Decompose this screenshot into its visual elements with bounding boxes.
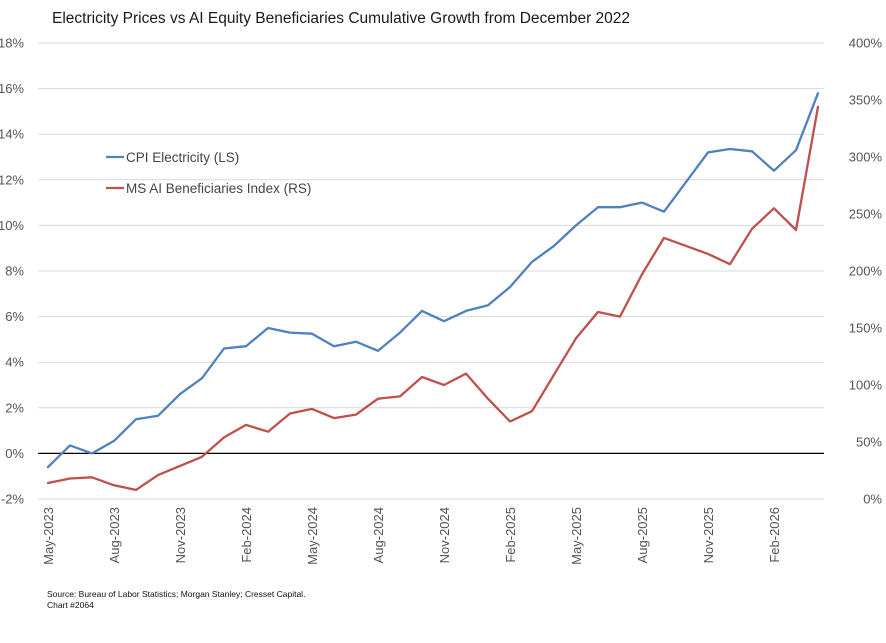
legend-label: CPI Electricity (LS): [126, 150, 239, 165]
x-tick-label: Feb-2025: [503, 507, 518, 563]
chart-title: Electricity Prices vs AI Equity Benefici…: [52, 10, 631, 27]
y-left-tick-label: 10%: [0, 218, 24, 233]
y-right-tick-label: 300%: [849, 150, 883, 165]
y-left-tick-label: 4%: [5, 355, 24, 370]
x-tick-label: Feb-2024: [239, 507, 254, 563]
y-right-tick-label: 100%: [849, 378, 883, 393]
y-left-tick-label: 16%: [0, 81, 24, 96]
x-tick-label: May-2023: [41, 507, 56, 565]
y-right-tick-label: 350%: [849, 93, 883, 108]
x-tick-label: Aug-2023: [107, 507, 122, 563]
x-tick-label: Nov-2025: [701, 507, 716, 563]
y-left-tick-label: 14%: [0, 127, 24, 142]
y-right-tick-label: 0%: [863, 492, 882, 507]
y-left-tick-label: 18%: [0, 36, 24, 51]
x-tick-label: Aug-2024: [371, 507, 386, 563]
y-left-tick-label: 2%: [5, 400, 24, 415]
x-tick-label: May-2025: [569, 507, 584, 565]
x-tick-label: May-2024: [305, 507, 320, 565]
y-right-tick-label: 150%: [849, 321, 883, 336]
x-tick-label: Aug-2025: [635, 507, 650, 563]
legend-label: MS AI Beneficiaries Index (RS): [126, 181, 311, 196]
y-left-tick-label: 6%: [5, 309, 24, 324]
x-tick-label: Feb-2026: [767, 507, 782, 563]
x-tick-label: Nov-2024: [437, 507, 452, 563]
y-left-tick-label: 12%: [0, 172, 24, 187]
y-right-tick-label: 250%: [849, 207, 883, 222]
chart-number: Chart #2064: [47, 600, 94, 610]
y-left-tick-label: 8%: [5, 264, 24, 279]
y-right-tick-label: 50%: [856, 435, 882, 450]
y-right-tick-label: 200%: [849, 264, 883, 279]
x-tick-label: Nov-2023: [173, 507, 188, 563]
series-line-cpi-electricity: [46, 92, 820, 469]
series-line-ai-index: [46, 105, 820, 492]
y-left-tick-label: 0%: [5, 446, 24, 461]
source-note: Source: Bureau of Labor Statistics; Morg…: [47, 589, 306, 599]
y-right-tick-label: 400%: [849, 36, 883, 51]
y-left-tick-label: -2%: [1, 492, 25, 507]
